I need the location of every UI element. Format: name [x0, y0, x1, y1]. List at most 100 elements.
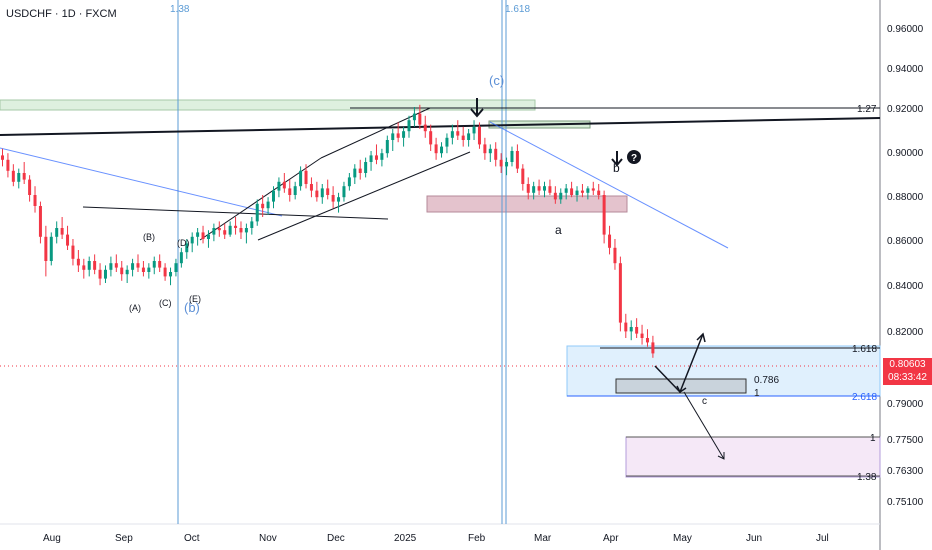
candle-body [223, 230, 227, 235]
candle-body [309, 184, 313, 191]
candle-body [423, 124, 427, 132]
candle-body [385, 140, 389, 154]
candle-body [277, 181, 281, 191]
arrowhead-up [696, 332, 706, 343]
wave-label-C: (C) [159, 298, 172, 308]
x-tick-label: Jun [746, 533, 762, 544]
blue-trendline-left[interactable] [0, 147, 283, 217]
candle-body [412, 113, 416, 121]
target-zone-blue [566, 345, 881, 397]
candle-body [570, 188, 574, 195]
candle-body [564, 188, 568, 193]
candle-body [445, 137, 449, 147]
candle-body [55, 228, 59, 237]
candle-body [597, 190, 601, 195]
y-axis[interactable]: 0.96000 0.94000 0.92000 0.90000 0.88000 … [887, 24, 924, 508]
symbol-title[interactable]: USDCHF · 1D · FXCM [6, 8, 117, 20]
candle-body [613, 247, 617, 264]
candle-body [169, 272, 173, 277]
candle-body [299, 170, 303, 187]
candle-body [82, 265, 86, 270]
candle-body [618, 263, 622, 323]
y-tick-label: 0.88000 [887, 192, 924, 203]
candle-body [66, 234, 70, 246]
candle-body [575, 190, 579, 195]
candle-body [602, 195, 606, 235]
y-tick-label: 0.96000 [887, 24, 924, 35]
candle-body [190, 236, 194, 244]
last-price-tag: 0.80603 08:33:42 [883, 358, 932, 385]
candle-body [234, 225, 238, 228]
vertical-label-2: 1.618 [505, 4, 530, 15]
candle-body [472, 126, 476, 134]
candle-body [28, 179, 32, 195]
wave-label-A: (A) [129, 303, 141, 313]
candle-body [125, 269, 129, 275]
candle-body [6, 159, 10, 171]
down-arrow-icon [470, 98, 484, 118]
level-label-138: 1.38 [857, 472, 877, 483]
level-label-1618: 1.618 [852, 344, 877, 355]
candle-body [109, 263, 113, 270]
candle-body [543, 186, 546, 191]
candle-body [477, 126, 481, 145]
candle-body [358, 168, 362, 173]
level-label-1-lower: 1 [870, 433, 876, 444]
level-label-2618: 2.618 [852, 392, 877, 403]
candle-body [1, 155, 4, 160]
candle-body [22, 173, 26, 180]
candle-body [44, 236, 48, 261]
x-tick-label: 2025 [394, 533, 417, 544]
candle-body [467, 133, 471, 140]
level-label-0786: 0.786 [754, 375, 779, 386]
x-tick-label: Aug [43, 533, 61, 544]
candle-body [456, 131, 460, 136]
candle-body [483, 144, 487, 154]
candle-body [255, 203, 259, 222]
x-tick-label: Nov [259, 533, 277, 544]
candle-body [261, 203, 265, 209]
candle-body [494, 148, 498, 160]
wave-label-b: b [613, 161, 620, 175]
candle-body [136, 263, 140, 268]
candles-group [1, 104, 655, 358]
candle-body [510, 151, 514, 162]
candle-body [320, 188, 324, 198]
candle-body [272, 190, 275, 202]
candle-body [201, 232, 205, 239]
x-tick-label: Mar [534, 533, 552, 544]
candle-body [196, 232, 200, 237]
candle-body [239, 228, 243, 233]
x-axis[interactable]: Aug Sep Oct Nov Dec 2025 Feb Mar Apr May… [43, 533, 829, 544]
x-tick-label: Jul [816, 533, 829, 544]
main-trendline[interactable] [0, 117, 881, 136]
candle-body [17, 173, 21, 182]
candle-body [402, 131, 406, 138]
candle-body [147, 267, 151, 272]
candle-body [185, 243, 189, 253]
candle-body [364, 162, 368, 173]
x-tick-label: Feb [468, 533, 486, 544]
candle-body [369, 155, 373, 162]
candle-body [304, 170, 308, 184]
candle-body [266, 201, 270, 209]
arrowhead-down-2 [717, 452, 725, 460]
x-tick-label: Oct [184, 533, 200, 544]
candle-body [434, 144, 438, 154]
candle-body [11, 170, 15, 182]
candle-body [461, 135, 465, 140]
candle-body [217, 228, 221, 231]
candle-body [212, 228, 216, 235]
candle-body [374, 155, 378, 160]
blue-trendline-right[interactable] [489, 121, 729, 249]
wave-label-c-big: (c) [489, 73, 504, 88]
wave-label-E: (E) [189, 294, 201, 304]
candle-body [337, 197, 341, 202]
candle-body [98, 269, 102, 279]
channel-upper-2 [320, 107, 431, 159]
svg-text:?: ? [631, 153, 637, 164]
candle-body [282, 181, 286, 189]
candle-body [651, 342, 655, 354]
candle-body [342, 186, 346, 198]
